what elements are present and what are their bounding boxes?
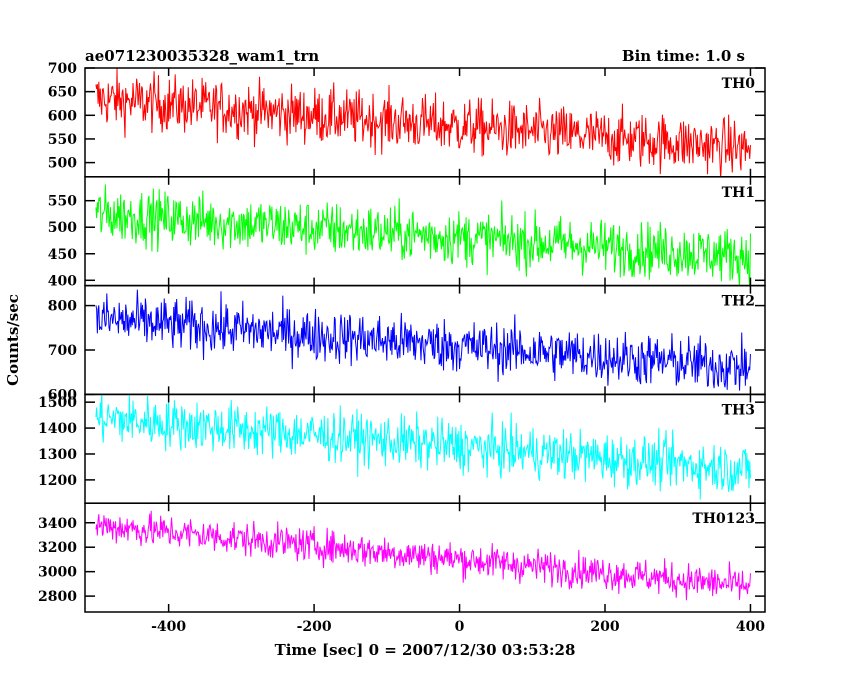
y-tick-label: 600 xyxy=(48,387,77,403)
x-tick-label: 400 xyxy=(736,619,765,635)
x-axis-ticks: -400 -200 0 200 400 xyxy=(151,619,765,635)
y-tick-label: 800 xyxy=(48,299,77,315)
series-line-th0 xyxy=(95,68,751,177)
panel-frame xyxy=(84,502,766,613)
x-tick-label: -400 xyxy=(151,619,186,635)
panel-th0123: 2800 3000 3200 3400 TH0123 xyxy=(38,502,766,613)
panel-label-th0123: TH0123 xyxy=(692,511,755,527)
y-tick-label: 1400 xyxy=(38,421,77,437)
panel-th2: 600 700 800 TH2 xyxy=(48,284,766,403)
panel-label-th3: TH3 xyxy=(722,402,755,418)
x-tick-label: 200 xyxy=(590,619,619,635)
y-tick-label: 3400 xyxy=(38,516,77,532)
y-tick-label: 450 xyxy=(48,247,77,263)
bin-time-label: Bin time: 1.0 s xyxy=(622,47,745,65)
y-tick-label: 3200 xyxy=(38,540,77,556)
panel-label-th0: TH0 xyxy=(722,76,756,92)
panel-th0: 500 550 600 650 700 TH0 xyxy=(48,61,766,178)
x-tick-label: 0 xyxy=(455,619,465,635)
series-line-th0123 xyxy=(95,510,751,601)
x-tick-label: -200 xyxy=(297,619,332,635)
y-tick-label: 400 xyxy=(48,273,77,289)
panel-frame xyxy=(84,176,766,287)
y-tick-label: 2800 xyxy=(38,589,77,605)
y-tick-label: 550 xyxy=(48,132,77,148)
chart-title: ae071230035328_wam1_trn xyxy=(85,47,319,65)
series-line-th3 xyxy=(95,394,751,500)
panel-th3: 1200 1300 1400 1500 TH3 xyxy=(38,393,766,504)
y-tick-label: 1300 xyxy=(38,447,77,463)
panels: 500 550 600 650 700 TH0 400 450 500 550 TH1 600 700 8… xyxy=(38,61,766,613)
series-line-th2 xyxy=(95,289,751,391)
x-axis-label: Time [sec] 0 = 2007/12/30 03:53:28 xyxy=(275,641,576,659)
y-tick-label: 1200 xyxy=(38,473,77,489)
panel-label-th2: TH2 xyxy=(722,294,755,310)
y-tick-label: 500 xyxy=(48,220,77,236)
y-tick-label: 650 xyxy=(48,85,77,101)
y-tick-label: 1500 xyxy=(38,395,77,411)
y-tick-label: 700 xyxy=(48,61,77,77)
y-axis-label: Counts/sec xyxy=(4,294,22,386)
y-tick-label: 550 xyxy=(48,194,77,210)
y-tick-label: 700 xyxy=(48,343,77,359)
series-line-th1 xyxy=(95,184,751,286)
y-tick-label: 600 xyxy=(48,108,77,124)
y-tick-label: 3000 xyxy=(38,565,77,581)
y-tick-label: 500 xyxy=(48,156,77,172)
panel-th1: 400 450 500 550 TH1 xyxy=(48,176,766,289)
panel-label-th1: TH1 xyxy=(722,185,755,201)
